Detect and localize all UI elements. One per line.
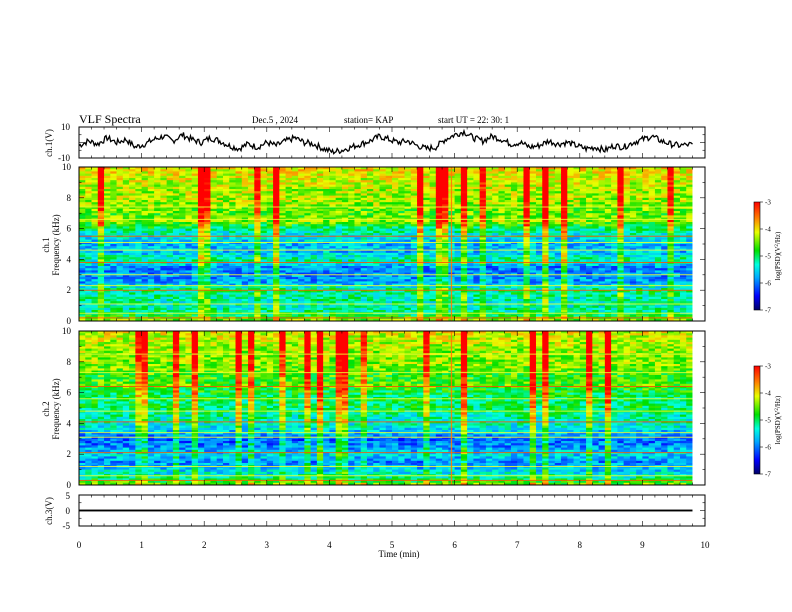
- ch1-colorbar: -3 -4 -5 -6 -7 log(PSD)(V2/Hz): [753, 199, 782, 315]
- ch1-waveform-series: [78, 128, 693, 155]
- ytick-label: 8: [67, 357, 72, 367]
- svg-text:Frequency (kHz): Frequency (kHz): [51, 214, 61, 275]
- ch1-spectrogram-yticklabels: 0 2 4 6 8 10: [62, 162, 72, 326]
- ch2-spectrogram-panel: ch.2 Frequency (kHz) 0 2 4 6 8 10 -3 -4 -5 -6 -7 …: [41, 326, 782, 490]
- ch2-spectrogram-frame: [78, 330, 706, 486]
- xtick-label: 2: [202, 540, 207, 550]
- colorbar-tick-label: -4: [765, 390, 771, 398]
- colorbar-tick-label: -6: [765, 444, 771, 452]
- ytick-label: 6: [67, 224, 72, 234]
- ytick-label: 10: [62, 326, 72, 336]
- ch3-waveform-panel: ch.3(V) 5 0 -5 0 1 2 3 4 5 6 7 8 9 10 Time (min): [44, 491, 710, 559]
- ch2-colorbar: -3 -4 -5 -6 -7 log(PSD)(V2/Hz): [753, 363, 782, 479]
- xtick-label: 3: [265, 540, 270, 550]
- ch1-colorbar-ticks: -3 -4 -5 -6 -7: [760, 199, 771, 315]
- ch3-ytick-top: 5: [66, 491, 71, 501]
- ytick-label: 2: [67, 285, 72, 295]
- colorbar-tick-label: -3: [765, 199, 771, 207]
- colorbar-tick-label: -4: [765, 226, 771, 234]
- ch1-ytick-top: 10: [61, 122, 71, 132]
- xtick-label: 8: [578, 540, 583, 550]
- ch2-colorbar-ticks: -3 -4 -5 -6 -7: [760, 363, 771, 479]
- xtick-label: 4: [327, 540, 332, 550]
- ch1-waveform-ylabel: ch.1(V): [44, 129, 54, 157]
- xtick-label: 0: [77, 540, 82, 550]
- colorbar-tick-label: -5: [765, 253, 771, 261]
- ch3-waveform-series: [79, 509, 693, 512]
- ch1-waveform-panel: ch.1(V) 10 -10: [44, 122, 706, 163]
- ytick-label: 10: [62, 162, 72, 172]
- time-axis-label: Time (min): [379, 549, 420, 559]
- ytick-label: 2: [67, 449, 72, 459]
- colorbar-tick-label: -6: [765, 280, 771, 288]
- ch3-ytick-mid: 0: [66, 506, 71, 516]
- ch2-spectrogram-image: [79, 331, 705, 486]
- ch2-colorbar-gradient: [753, 365, 761, 475]
- ch3-waveform-ylabel: ch.3(V): [44, 497, 54, 525]
- xtick-label: 7: [515, 540, 520, 550]
- xtick-label: 5: [390, 540, 395, 550]
- date-label: Dec.5 , 2024: [252, 115, 298, 125]
- colorbar-tick-label: -7: [765, 307, 771, 315]
- ch1-spectrogram-ylabel: ch.1 Frequency (kHz): [41, 214, 61, 275]
- ytick-label: 0: [67, 316, 72, 326]
- ch1-colorbar-gradient: [753, 201, 761, 311]
- ytick-label: 8: [67, 193, 72, 203]
- svg-text:ch.1: ch.1: [41, 237, 51, 252]
- start-time-label: start UT = 22: 30: 1: [438, 115, 509, 125]
- ch3-ytick-bottom: -5: [63, 521, 71, 531]
- ch1-waveform-frame: [78, 126, 706, 159]
- ch1-spectrogram-frame: [78, 166, 706, 322]
- ch1-ytick-bottom: -10: [58, 153, 70, 163]
- ytick-label: 4: [67, 418, 72, 428]
- xtick-label: 1: [139, 540, 144, 550]
- colorbar-tick-label: -3: [765, 363, 771, 371]
- xtick-label: 6: [452, 540, 457, 550]
- time-axis-ticklabels: 0 1 2 3 4 5 6 7 8 9 10: [77, 540, 710, 550]
- figure-title: VLF Spectra: [79, 112, 141, 126]
- ch3-waveform-frame: [78, 494, 706, 527]
- ch1-spectrogram-panel: ch.1 Frequency (kHz) 0 2 4 6 8 10 -3 -4 -5 -6 -7 …: [41, 162, 782, 326]
- xtick-label: 10: [701, 540, 711, 550]
- colorbar-tick-label: -7: [765, 471, 771, 479]
- ytick-label: 0: [67, 480, 72, 490]
- ch2-colorbar-label: log(PSD)(V2/Hz): [774, 395, 782, 444]
- ch2-spectrogram-yticklabels: 0 2 4 6 8 10: [62, 326, 72, 490]
- xtick-label: 9: [640, 540, 645, 550]
- station-label: station= KAP: [344, 115, 393, 125]
- ch1-colorbar-label: log(PSD)(V2/Hz): [774, 231, 782, 280]
- ytick-label: 6: [67, 388, 72, 398]
- ch1-spectrogram-image: [79, 167, 705, 322]
- ytick-label: 4: [67, 254, 72, 264]
- colorbar-tick-label: -5: [765, 417, 771, 425]
- ch2-spectrogram-ylabel: ch.2 Frequency (kHz): [41, 378, 61, 439]
